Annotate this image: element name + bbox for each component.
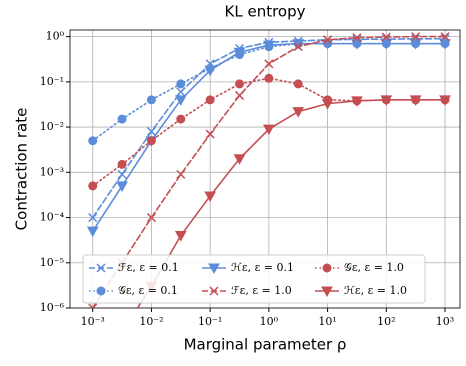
marker <box>323 35 333 45</box>
marker <box>88 213 98 223</box>
marker <box>205 95 215 105</box>
marker <box>264 73 274 83</box>
marker <box>409 39 422 50</box>
y-tick-label: 10⁻¹ <box>40 75 64 88</box>
marker <box>233 47 246 59</box>
plot-frame <box>69 29 461 309</box>
legend-marker <box>321 286 333 298</box>
legend-marker <box>209 286 219 296</box>
x-tick-label: 10⁻² <box>139 315 163 328</box>
marker <box>439 39 451 50</box>
marker <box>351 39 363 50</box>
marker <box>264 59 274 69</box>
marker <box>380 39 393 50</box>
marker <box>411 32 421 42</box>
marker <box>381 32 391 42</box>
marker <box>234 90 245 100</box>
marker <box>176 87 186 97</box>
marker <box>205 129 215 139</box>
marker <box>146 136 156 146</box>
legend-label: 𝒢ε, ε = 1.0 <box>344 261 404 274</box>
marker <box>86 226 99 238</box>
x-tick-label: 10¹ <box>318 315 336 328</box>
x-tick-label: 10⁰ <box>260 315 279 328</box>
legend-marker <box>208 263 220 275</box>
marker <box>117 169 127 179</box>
marker <box>88 303 98 308</box>
legend-label: 𝒢ε, ε = 0.1 <box>118 284 178 297</box>
marker <box>88 136 98 146</box>
marker <box>117 159 127 169</box>
marker <box>352 33 362 43</box>
marker <box>293 79 303 89</box>
marker <box>351 96 363 107</box>
marker <box>293 42 303 52</box>
marker <box>292 107 305 118</box>
legend-label: ℋε, ε = 1.0 <box>344 284 407 297</box>
legend-label: ℱε, ε = 1.0 <box>231 284 292 297</box>
marker <box>117 328 127 337</box>
y-tick-label: 10⁻³ <box>40 165 64 178</box>
marker <box>146 126 156 136</box>
marker <box>176 114 186 124</box>
y-tick-label: 10⁰ <box>46 30 65 43</box>
marker <box>380 95 393 106</box>
marker <box>174 231 187 242</box>
marker <box>263 124 275 136</box>
marker <box>204 65 217 77</box>
marker <box>174 95 187 106</box>
legend-marker <box>96 263 106 273</box>
y-tick-label: 10⁻⁴ <box>40 211 65 224</box>
y-tick-label: 10⁻⁶ <box>40 301 65 314</box>
y-tick-label: 10⁻⁵ <box>40 256 64 269</box>
y-tick-label: 10⁻² <box>40 120 64 133</box>
marker <box>321 99 334 110</box>
marker <box>176 169 186 179</box>
marker <box>204 191 217 202</box>
marker <box>88 181 98 191</box>
y-axis-label: Contraction rate <box>13 108 31 231</box>
marker <box>116 181 128 192</box>
marker <box>117 114 127 124</box>
x-tick-label: 10² <box>377 315 395 328</box>
marker <box>263 40 275 52</box>
marker <box>176 79 186 89</box>
x-tick-label: 10³ <box>436 315 454 328</box>
marker <box>439 95 451 106</box>
marker <box>234 79 244 89</box>
marker <box>233 154 246 165</box>
chart-title: KL entropy <box>225 3 306 21</box>
legend-label: ℋε, ε = 0.1 <box>231 261 294 274</box>
marker <box>146 213 156 223</box>
marker <box>146 95 156 105</box>
marker <box>409 95 422 106</box>
x-tick-label: 10⁻¹ <box>198 315 222 328</box>
marker <box>440 32 450 42</box>
legend-label: ℱε, ε = 0.1 <box>118 261 179 274</box>
plot-area <box>86 32 451 337</box>
legend-marker <box>322 263 332 273</box>
legend-marker <box>96 286 106 296</box>
x-axis-label: Marginal parameter ρ <box>184 336 347 354</box>
x-tick-label: 10⁻³ <box>81 315 105 328</box>
legend-box <box>82 254 426 304</box>
